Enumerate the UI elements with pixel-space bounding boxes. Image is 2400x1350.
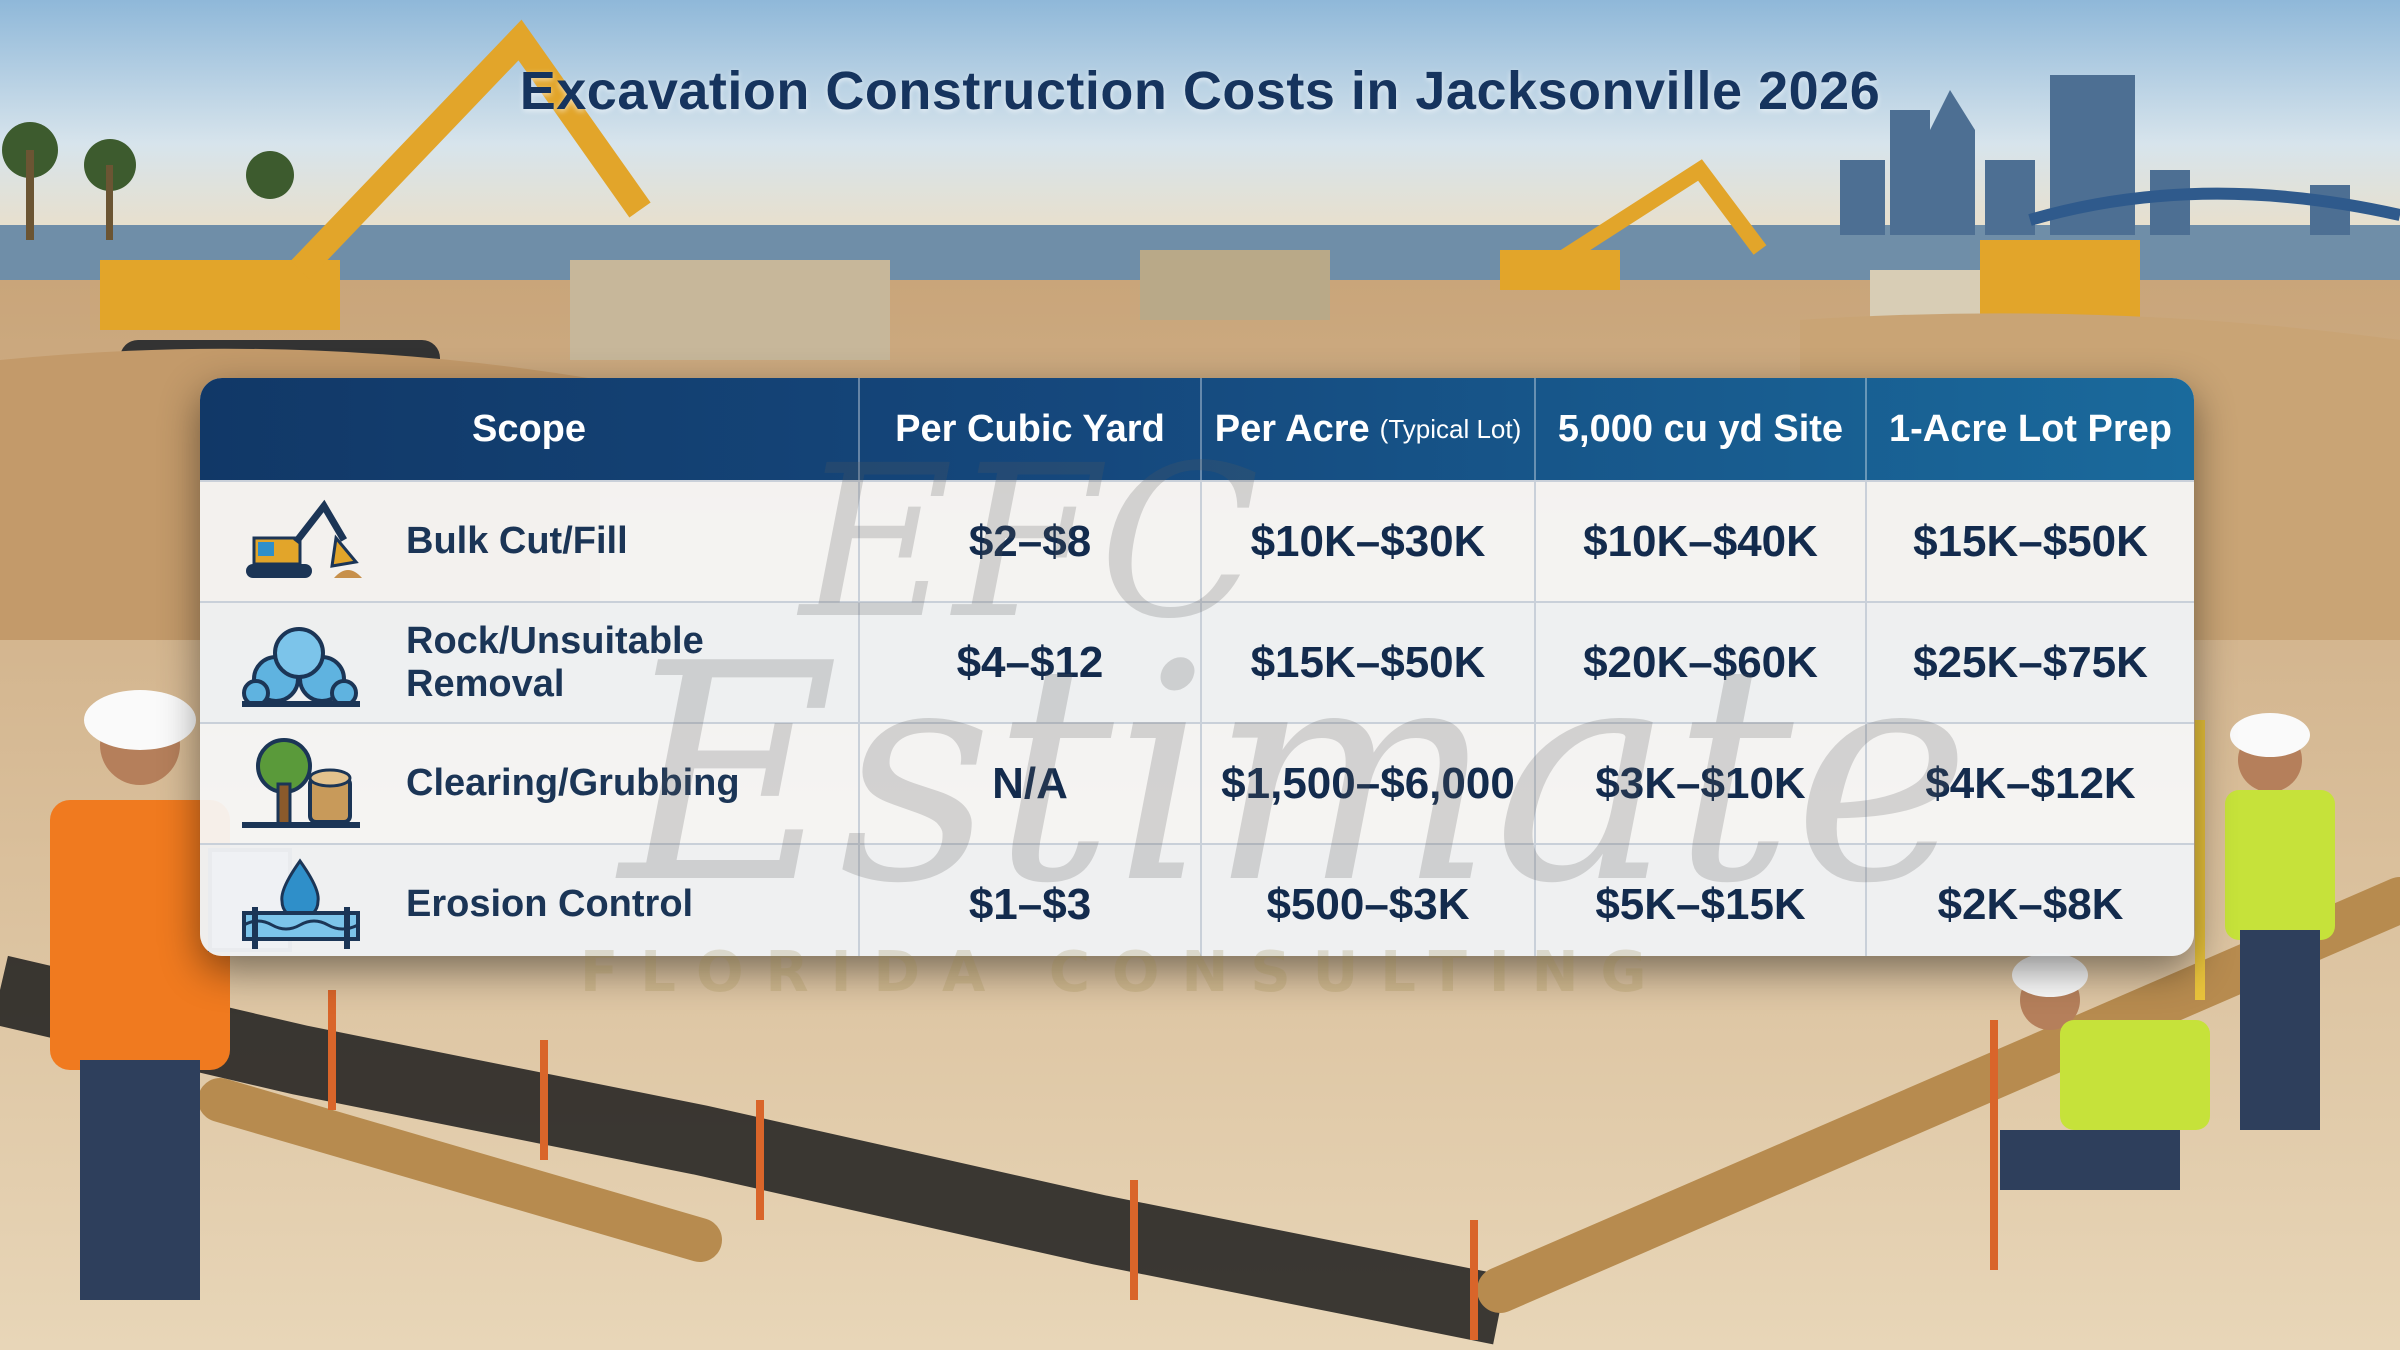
header-1-acre-lot-prep: 1-Acre Lot Prep [1867,378,2194,480]
per-acre-cell: $1,500–$6,000 [1202,724,1536,843]
scope-label: Erosion Control [406,883,694,925]
per-acre-cell: $500–$3K [1202,845,1536,956]
header-per-acre: Per Acre (Typical Lot) [1202,378,1536,480]
header-label: 5,000 cu yd Site [1557,407,1844,450]
table-row: Rock/Unsuitable Removal $4–$12 $15K–$50K… [200,601,2194,722]
lot-prep-cell: $2K–$8K [1937,879,2124,929]
header-label: Per Cubic Yard [895,407,1165,450]
table-header: Scope Per Cubic Yard Per Acre (Typical Lo… [200,378,2194,480]
scope-cell: Clearing/Grubbing [200,724,860,843]
lot-prep-cell: $4K–$12K [1925,758,2136,808]
worker-right-standing [2195,713,2335,1130]
header-label: Per Acre [1214,407,1370,450]
header-label: 1-Acre Lot Prep [1889,407,2172,450]
scope-label: Clearing/Grubbing [406,762,740,804]
scope-cell: Rock/Unsuitable Removal [200,603,860,722]
scope-cell: Erosion Control [200,845,860,956]
site-5000-cell: $10K–$40K [1536,482,1867,601]
header-5000-cu-yd-site: 5,000 cu yd Site [1536,378,1867,480]
lot-prep-cell: $25K–$75K [1913,637,2148,687]
site-5000-cell: $3K–$10K [1536,724,1867,843]
header-scope: Scope [200,378,860,480]
per-cubic-yard-cell: $4–$12 [860,603,1202,722]
header-label: Scope [471,407,587,450]
scope-label: Bulk Cut/Fill [406,520,628,562]
per-cubic-yard-cell: $1–$3 [860,845,1202,956]
scope-cell: Bulk Cut/Fill [200,482,860,601]
cost-table: Scope Per Cubic Yard Per Acre (Typical Lo… [200,378,2194,956]
rock-pile-icon [242,626,360,707]
table-row: Clearing/Grubbing N/A $1,500–$6,000 $3K–… [200,722,2194,843]
per-cubic-yard-cell: $2–$8 [860,482,1202,601]
site-5000-cell: $5K–$15K [1536,845,1867,956]
scope-label: Rock/Unsuitable Removal [406,619,704,705]
page-title: Excavation Construction Costs in Jackson… [519,61,1881,121]
table-row: Erosion Control $1–$3 $500–$3K $5K–$15K … [200,843,2194,956]
worker-right-kneeling [1990,953,2210,1270]
excavator-icon [246,499,362,578]
site-5000-cell: $20K–$60K [1536,603,1867,722]
header-sublabel: (Typical Lot) [1379,413,1522,444]
per-acre-cell: $15K–$50K [1202,603,1536,722]
lot-prep-cell: $15K–$50K [1913,516,2148,566]
table-row: Bulk Cut/Fill $2–$8 $10K–$30K $10K–$40K … [200,480,2194,601]
header-per-cubic-yard: Per Cubic Yard [860,378,1202,480]
city-skyline [1840,75,2350,235]
palm-trees [2,122,294,240]
water-drop-silt-fence-icon [242,857,360,949]
tree-stump-icon [242,737,360,828]
per-cubic-yard-cell: N/A [860,724,1202,843]
per-acre-cell: $10K–$30K [1202,482,1536,601]
